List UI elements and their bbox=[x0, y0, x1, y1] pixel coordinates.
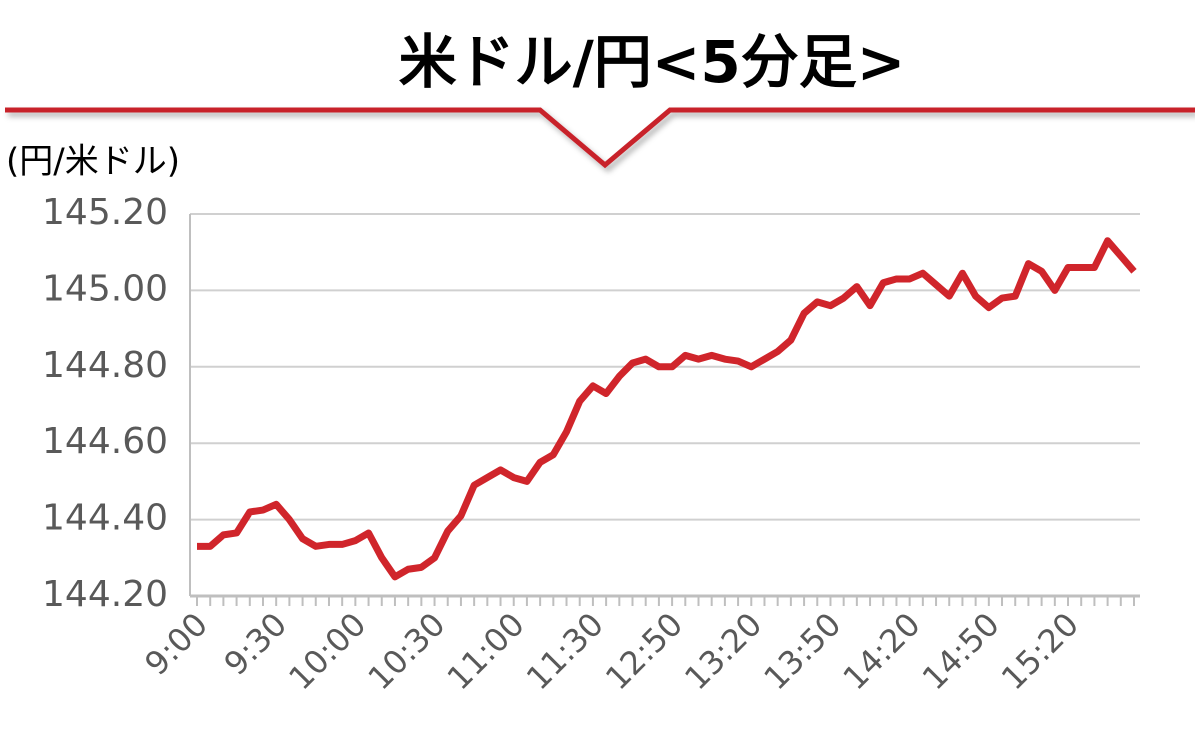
y-tick-label: 144.80 bbox=[42, 345, 168, 386]
x-tick-label: 13:50 bbox=[756, 605, 848, 697]
y-tick-label: 144.40 bbox=[42, 498, 168, 539]
x-tick-label: 9:00 bbox=[137, 605, 215, 683]
y-tick-label: 144.60 bbox=[42, 421, 168, 462]
chart-title: 米ドル/円<5分足> bbox=[399, 28, 906, 96]
y-tick-label: 145.20 bbox=[42, 192, 168, 233]
header-rule bbox=[5, 107, 1195, 169]
x-tick-label: 13:20 bbox=[677, 605, 769, 697]
x-tick-label: 12:50 bbox=[598, 605, 690, 697]
x-tick-label: 14:20 bbox=[836, 605, 928, 697]
y-tick-label: 144.20 bbox=[42, 574, 168, 615]
x-tick-label: 14:50 bbox=[915, 605, 1007, 697]
x-tick-label: 15:20 bbox=[994, 605, 1086, 697]
x-tick-label: 10:30 bbox=[360, 605, 452, 697]
x-tick-label: 10:00 bbox=[281, 605, 373, 697]
y-axis-label: (円/米ドル) bbox=[6, 142, 180, 182]
price-line bbox=[197, 237, 1137, 581]
x-tick-label: 11:00 bbox=[440, 605, 532, 697]
y-tick-label: 145.00 bbox=[42, 268, 168, 309]
x-tick-label: 11:30 bbox=[519, 605, 611, 697]
